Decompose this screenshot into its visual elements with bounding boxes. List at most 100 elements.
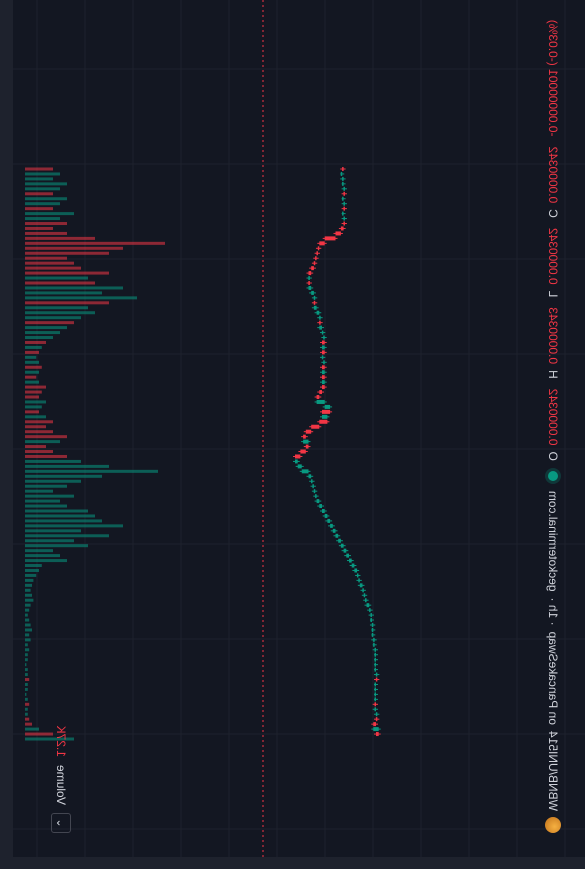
volume-bar <box>25 192 53 196</box>
volume-bar <box>25 489 53 493</box>
symbol-name[interactable]: WBNB/UNI514 <box>546 730 560 811</box>
price-candle <box>322 340 325 345</box>
time-axis-strip <box>0 0 13 869</box>
price-candle <box>308 474 312 479</box>
price-candle <box>374 697 376 702</box>
volume-bar <box>25 573 37 577</box>
volume-bar <box>25 296 137 300</box>
volume-bar <box>25 340 46 344</box>
venue-name: on PancakeSwap <box>546 631 560 725</box>
volume-bar <box>25 256 67 260</box>
ohlc-low-value: 0.0000342 <box>546 227 560 285</box>
price-candle <box>343 548 347 553</box>
price-candle <box>324 236 336 241</box>
volume-bar <box>25 504 67 508</box>
price-candle <box>332 528 336 533</box>
price-candle <box>308 281 310 285</box>
volume-bar <box>25 182 67 186</box>
price-candle <box>371 627 374 632</box>
volume-bar <box>25 281 95 285</box>
price-candle <box>374 692 376 697</box>
price-candle <box>370 613 372 618</box>
price-candle <box>319 325 322 330</box>
price-series <box>293 167 381 737</box>
price-candle <box>375 732 379 737</box>
price-candle <box>308 285 312 290</box>
volume-bar <box>25 578 34 582</box>
volume-bar <box>25 583 32 587</box>
volume-bar <box>25 534 109 538</box>
market-status-icon <box>548 470 558 481</box>
volume-bar <box>25 509 88 513</box>
price-candle <box>342 181 344 186</box>
price-candle <box>311 479 313 484</box>
price-candle <box>319 504 322 509</box>
price-candle <box>374 682 376 687</box>
chart-grid <box>13 0 585 857</box>
volume-bar <box>25 241 165 245</box>
volume-bar <box>25 499 60 503</box>
volume-bar <box>25 355 37 359</box>
volume-bar <box>25 350 39 354</box>
price-candle <box>342 196 344 201</box>
price-candle <box>319 390 322 395</box>
interval-label[interactable]: · 1h · <box>546 597 560 626</box>
volume-bar <box>25 306 88 310</box>
volume-bar <box>25 370 39 374</box>
price-candle <box>316 310 320 315</box>
price-candle <box>295 459 298 464</box>
volume-bar <box>25 469 158 473</box>
price-candle <box>374 702 376 707</box>
source-name: geckoterminal.com <box>546 490 560 592</box>
volume-bar <box>25 608 30 612</box>
volume-bar <box>25 197 67 201</box>
volume-bar <box>25 385 46 389</box>
price-candle <box>315 494 317 499</box>
volume-bar <box>25 400 46 404</box>
price-candle <box>343 216 345 221</box>
volume-bar <box>25 410 39 414</box>
volume-label: Volume <box>54 764 68 805</box>
price-candle <box>335 231 341 236</box>
price-candle <box>342 167 344 171</box>
volume-legend: ⌄ Volume 1.27K <box>51 726 71 833</box>
volume-bar <box>25 544 88 548</box>
volume-bar <box>25 598 34 602</box>
volume-bar <box>25 246 123 250</box>
volume-bar <box>25 479 81 483</box>
price-candle <box>374 662 376 667</box>
price-candle <box>358 578 360 583</box>
volume-bar <box>25 380 39 384</box>
volume-bar <box>25 331 60 335</box>
price-candle <box>316 499 320 504</box>
price-candle <box>324 404 331 409</box>
chevron-down-icon[interactable]: ⌄ <box>51 813 71 833</box>
price-candle <box>354 568 358 573</box>
volume-bar <box>25 360 39 364</box>
price-candle <box>322 380 325 385</box>
price-candle <box>317 246 320 251</box>
price-candle <box>301 469 309 474</box>
volume-bar <box>25 445 46 449</box>
price-candle <box>343 221 345 226</box>
price-candle <box>319 320 321 325</box>
price-candle <box>374 667 376 672</box>
price-candle <box>343 191 345 196</box>
price-candle <box>373 642 375 647</box>
ohlc-open-key: O <box>546 451 560 461</box>
price-candle <box>375 712 378 717</box>
price-candle <box>374 652 376 657</box>
volume-bar <box>25 559 67 563</box>
volume-bar <box>25 217 60 221</box>
price-candle <box>305 444 309 449</box>
volume-bar <box>24 623 31 627</box>
volume-bar <box>25 440 60 444</box>
price-candle <box>311 266 314 271</box>
price-candle <box>322 509 325 513</box>
price-candle <box>305 429 312 434</box>
volume-bar <box>25 222 67 226</box>
volume-bar <box>25 519 102 523</box>
price-candle <box>346 553 349 558</box>
